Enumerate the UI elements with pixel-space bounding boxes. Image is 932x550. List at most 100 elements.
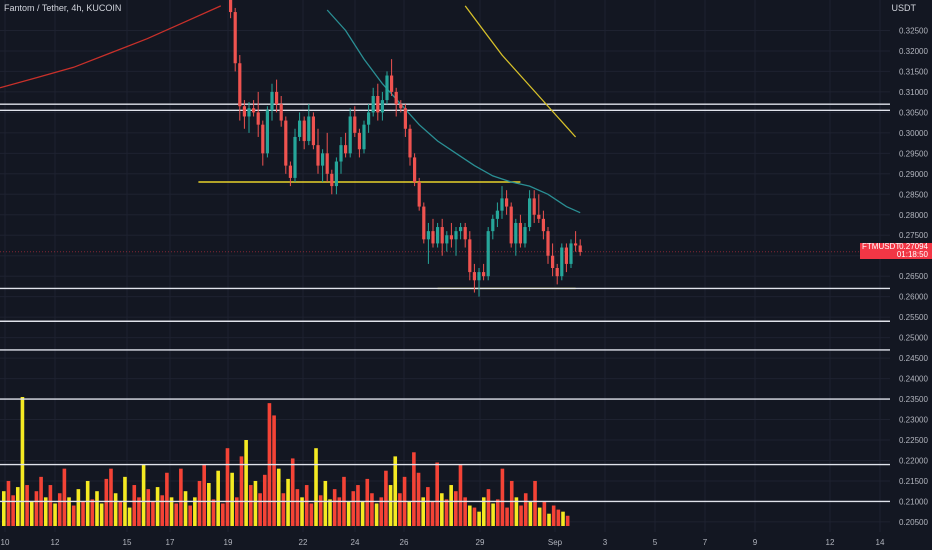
price-tick-label: 0.30000 bbox=[899, 129, 928, 138]
candle-body bbox=[270, 91, 274, 111]
volume-bar bbox=[2, 491, 6, 526]
price-tick-label: 0.25500 bbox=[899, 313, 928, 322]
candle-body bbox=[468, 239, 472, 273]
candle-body bbox=[546, 231, 550, 256]
candle-body bbox=[537, 214, 541, 219]
volume-bar bbox=[48, 485, 53, 526]
candle-body bbox=[298, 120, 302, 137]
candle-body bbox=[284, 120, 288, 166]
volume-bar bbox=[244, 440, 248, 526]
volume-bar bbox=[179, 468, 183, 526]
volume-bar bbox=[272, 415, 276, 526]
volume-bar bbox=[412, 452, 416, 526]
price-tick-label: 0.32500 bbox=[899, 26, 928, 35]
volume-bar bbox=[6, 480, 11, 526]
time-tick-label: 12 bbox=[826, 538, 835, 547]
price-tick-label: 0.31500 bbox=[899, 67, 928, 76]
volume-bar bbox=[141, 464, 146, 526]
candle-body bbox=[564, 247, 568, 264]
volume-bar bbox=[328, 499, 332, 526]
volume-bar bbox=[370, 493, 374, 526]
volume-bar bbox=[281, 493, 286, 526]
volume-bar bbox=[435, 462, 439, 526]
volume-bar bbox=[486, 489, 491, 526]
volume-bar bbox=[43, 497, 48, 526]
volume-bar bbox=[556, 509, 561, 526]
volume-bar bbox=[34, 491, 39, 526]
candle-body bbox=[417, 182, 421, 207]
time-tick-label: Sep bbox=[548, 538, 563, 547]
candle-body bbox=[569, 243, 573, 264]
volume-bar bbox=[20, 397, 25, 526]
volume-bar bbox=[495, 499, 500, 526]
time-tick-label: 29 bbox=[476, 538, 485, 547]
candle-body bbox=[532, 198, 536, 215]
volume-bar bbox=[514, 497, 519, 526]
price-tick-label: 0.24000 bbox=[899, 375, 928, 384]
price-tick-label: 0.29000 bbox=[899, 170, 928, 179]
current-price-badge: FTMUSDT 0.27094 01:18:50 bbox=[860, 243, 932, 259]
volume-bar bbox=[426, 487, 430, 526]
volume-bar bbox=[374, 503, 379, 526]
candle-body bbox=[325, 153, 329, 174]
price-tick-label: 0.28000 bbox=[899, 211, 928, 220]
volume-bar bbox=[444, 499, 449, 526]
volume-bar bbox=[15, 487, 20, 526]
candle-body bbox=[454, 231, 458, 240]
volume-bar bbox=[533, 480, 537, 526]
volume-bar bbox=[95, 491, 99, 526]
volume-bar bbox=[109, 468, 113, 526]
volume-bar bbox=[477, 511, 481, 526]
volume-bar bbox=[472, 507, 477, 526]
candle-body bbox=[353, 116, 357, 133]
volume-bar bbox=[193, 497, 197, 526]
volume-bar bbox=[146, 489, 151, 526]
price-tick-label: 0.27500 bbox=[899, 231, 928, 240]
candle-body bbox=[247, 108, 251, 117]
price-tick-label: 0.22000 bbox=[899, 456, 928, 465]
moving-average-red bbox=[0, 5, 222, 89]
volume-bar bbox=[309, 503, 314, 526]
candle-body bbox=[459, 227, 463, 232]
candle-body bbox=[371, 96, 375, 113]
price-tick-label: 0.23500 bbox=[899, 395, 928, 404]
volume-bar bbox=[258, 493, 262, 526]
time-tick-label: 7 bbox=[703, 538, 708, 547]
candle-body bbox=[505, 198, 509, 207]
candle-body bbox=[403, 108, 407, 129]
candle-body bbox=[431, 231, 435, 244]
volume-bar bbox=[481, 497, 486, 526]
time-tick-label: 22 bbox=[299, 538, 308, 547]
volume-bar bbox=[197, 480, 202, 526]
candle-body bbox=[449, 235, 453, 240]
candle-body bbox=[426, 231, 430, 240]
candle-body bbox=[523, 227, 527, 244]
volume-bar bbox=[542, 501, 547, 526]
price-tick-label: 0.30500 bbox=[899, 108, 928, 117]
volume-bar bbox=[183, 491, 188, 526]
volume-bar bbox=[104, 478, 109, 526]
candle-body bbox=[518, 222, 522, 244]
candle-body bbox=[229, 0, 233, 13]
volume-bar bbox=[57, 493, 62, 526]
volume-bar bbox=[360, 501, 365, 526]
candle-body bbox=[316, 145, 320, 166]
volume-bar bbox=[67, 497, 71, 526]
volume-bar bbox=[561, 511, 565, 526]
volume-bar bbox=[118, 501, 123, 526]
volume-bar bbox=[262, 474, 267, 526]
volume-bar bbox=[318, 495, 323, 526]
volume-bar bbox=[379, 497, 384, 526]
candle-body bbox=[500, 198, 504, 211]
candle-body bbox=[560, 247, 564, 277]
volume-bar bbox=[160, 495, 165, 526]
candle-body bbox=[367, 112, 371, 125]
candle-body bbox=[380, 100, 384, 113]
candle-body bbox=[436, 227, 440, 244]
volume-bar bbox=[430, 501, 435, 526]
volume-bar bbox=[29, 501, 34, 526]
candle-body bbox=[256, 112, 260, 125]
candle-body bbox=[302, 120, 306, 142]
